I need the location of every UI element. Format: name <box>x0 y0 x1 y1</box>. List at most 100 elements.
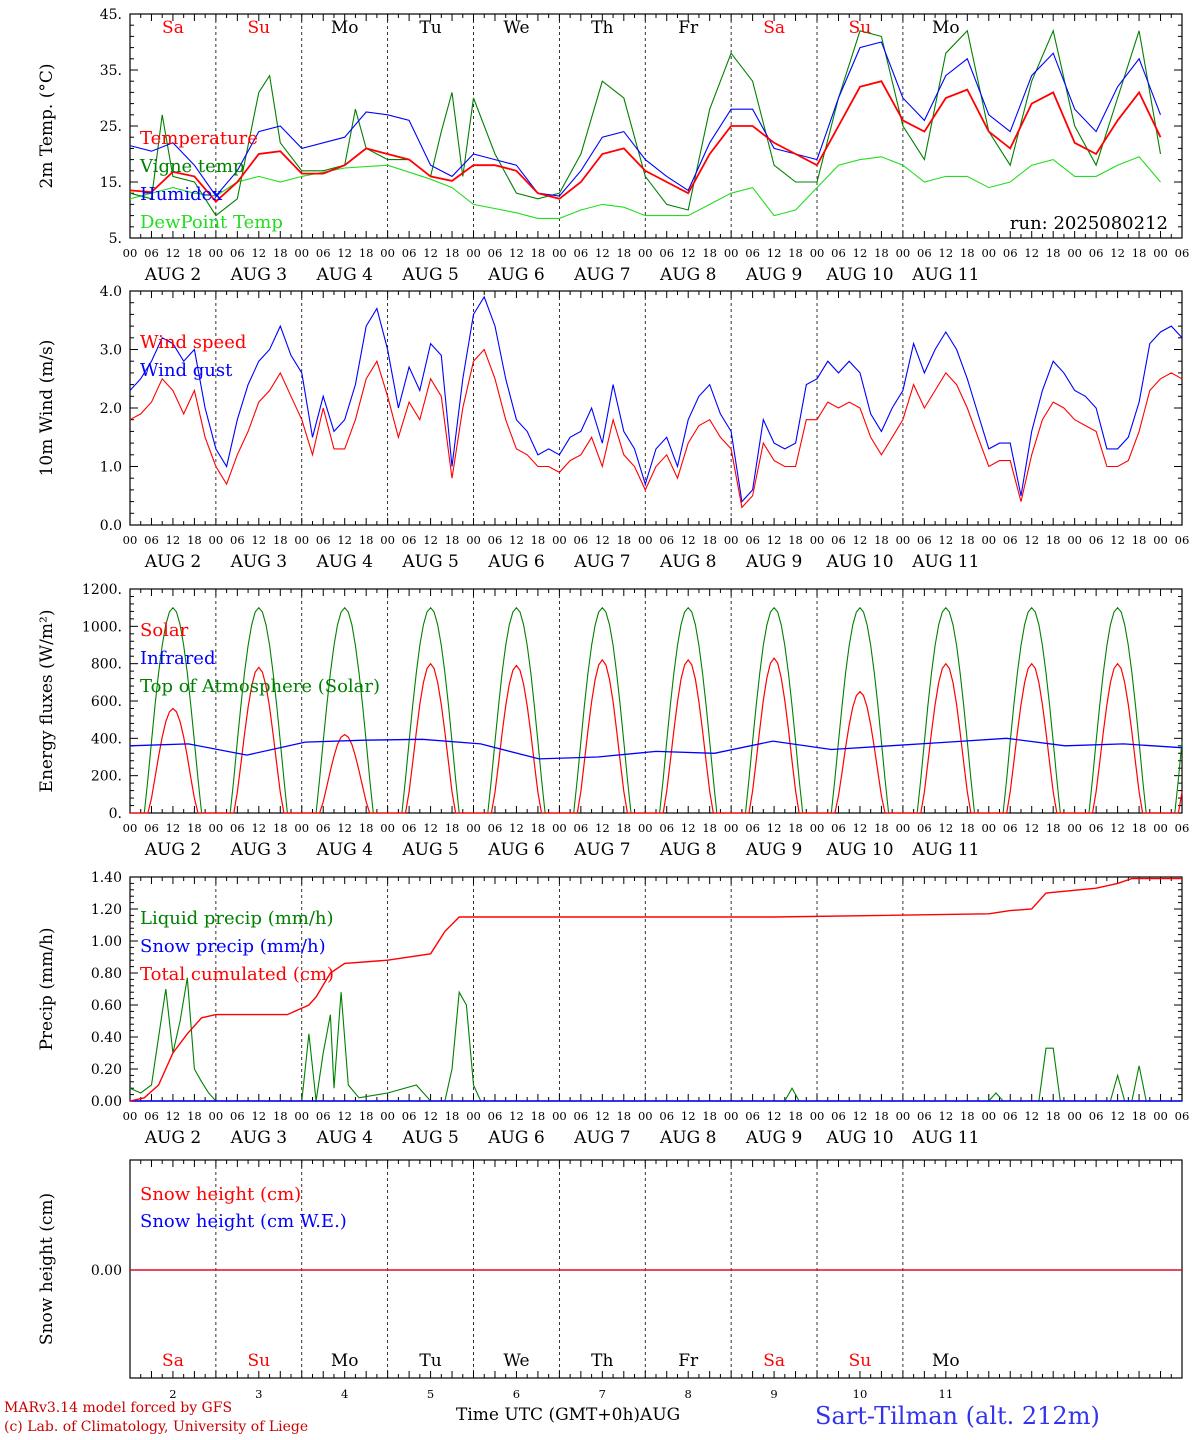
date-label: AUG 3 <box>230 840 287 860</box>
day-number-label: 2 <box>169 1387 176 1401</box>
panel-frame <box>129 13 1183 239</box>
hour-label: 00 <box>209 246 224 260</box>
date-label: AUG 7 <box>573 552 630 572</box>
hour-label: 18 <box>960 246 975 260</box>
series-total-cumulated <box>129 877 1182 1102</box>
hour-label: 06 <box>745 246 760 260</box>
legend-wind-gust: Wind gust <box>140 360 233 381</box>
legend-solar: Solar <box>140 620 189 641</box>
weekday-label: Mo <box>331 1351 359 1371</box>
hour-label: 12 <box>1110 1109 1125 1123</box>
series-liquid-precip <box>129 977 1147 1102</box>
date-label: AUG 11 <box>911 1128 979 1148</box>
x-axis-title-text: Time UTC (GMT+0h) <box>456 1405 641 1425</box>
panel-temperature: 2m Temp. (°C) 5. 15. 25. 35. 45. Temperature Vi… <box>37 7 1183 247</box>
hour-label: 12 <box>595 533 610 547</box>
date-label: AUG 7 <box>573 265 630 285</box>
hour-label: 18 <box>874 246 889 260</box>
legend-wind-speed: Wind speed <box>140 332 246 353</box>
hour-label: 06 <box>144 533 159 547</box>
y-tick-label: 0.80 <box>91 966 122 982</box>
date-label: AUG 9 <box>745 1128 802 1148</box>
hour-label: 18 <box>1132 1109 1147 1123</box>
hour-label: 18 <box>788 533 803 547</box>
hour-label: 06 <box>917 246 932 260</box>
date-label: AUG 6 <box>487 265 544 285</box>
hour-label: 00 <box>380 821 395 835</box>
hour-label: 06 <box>230 533 245 547</box>
hour-label: 00 <box>724 533 739 547</box>
date-label: AUG 5 <box>401 552 458 572</box>
weekday-label: Tu <box>419 18 441 38</box>
hour-label: 06 <box>1175 246 1190 260</box>
hour-label: 18 <box>616 1109 631 1123</box>
hour-label: 00 <box>1067 821 1082 835</box>
y-tick-label: 0. <box>109 806 122 822</box>
hour-label: 06 <box>1175 533 1190 547</box>
hour-label: 06 <box>917 1109 932 1123</box>
hour-label: 06 <box>402 533 417 547</box>
hour-label: 12 <box>595 1109 610 1123</box>
hour-label: 18 <box>1046 821 1061 835</box>
hour-label: 18 <box>1132 533 1147 547</box>
y-tick-label: 35. <box>100 63 122 79</box>
hour-label: 06 <box>917 821 932 835</box>
hour-label: 06 <box>230 246 245 260</box>
date-label: AUG 11 <box>911 265 979 285</box>
hour-label: 00 <box>981 1109 996 1123</box>
hour-label: 12 <box>509 533 524 547</box>
hour-label: 18 <box>702 1109 717 1123</box>
hour-label: 12 <box>337 246 352 260</box>
hour-label: 06 <box>316 821 331 835</box>
day-number-label: 7 <box>599 1387 606 1401</box>
y-tick-label: 400. <box>91 731 122 747</box>
hour-label: 06 <box>1089 821 1104 835</box>
date-label: AUG 8 <box>659 840 716 860</box>
hour-label: 06 <box>1089 1109 1104 1123</box>
x-axis-month: AUG <box>640 1405 681 1425</box>
hour-label: 06 <box>316 533 331 547</box>
weekday-label: Mo <box>932 18 960 38</box>
hour-label: 06 <box>659 246 674 260</box>
series-wind-speed <box>129 348 1183 509</box>
hour-label: 00 <box>810 821 825 835</box>
hour-label: 18 <box>874 533 889 547</box>
hour-label: 00 <box>294 821 309 835</box>
hour-label: 18 <box>445 821 460 835</box>
weekday-label: Th <box>591 1351 613 1371</box>
hour-label: 00 <box>981 821 996 835</box>
date-label: AUG 10 <box>825 1128 893 1148</box>
hour-label: 18 <box>359 246 374 260</box>
x-axis-title: Time UTC (GMT+0h)AUG <box>456 1405 680 1425</box>
date-label: AUG 9 <box>745 265 802 285</box>
hour-label: 06 <box>402 246 417 260</box>
legend-total-cumulated-cm: Total cumulated (cm) <box>140 964 334 985</box>
weekday-label: Su <box>248 1351 271 1371</box>
hour-label: 12 <box>1110 246 1125 260</box>
date-label: AUG 3 <box>230 1128 287 1148</box>
hour-label: 06 <box>745 821 760 835</box>
hour-label: 06 <box>659 821 674 835</box>
hour-label: 12 <box>423 821 438 835</box>
hour-label: 06 <box>574 821 589 835</box>
hour-label: 06 <box>230 821 245 835</box>
hour-label: 00 <box>896 1109 911 1123</box>
hour-label: 00 <box>1067 1109 1082 1123</box>
series-humidex <box>129 41 1162 197</box>
hour-label: 12 <box>251 1109 266 1123</box>
copyright-credit: (c) Lab. of Climatology, University of L… <box>4 1419 309 1435</box>
hour-label: 00 <box>1067 246 1082 260</box>
date-label: AUG 2 <box>144 265 201 285</box>
hour-label: 18 <box>1132 246 1147 260</box>
hour-label: 00 <box>638 246 653 260</box>
date-label: AUG 9 <box>745 552 802 572</box>
y-tick-label: 0.60 <box>91 998 122 1014</box>
hour-label: 12 <box>509 246 524 260</box>
legend-dewpoint-temp: DewPoint Temp <box>140 212 283 233</box>
day-number-label: 5 <box>427 1387 434 1401</box>
hour-label: 00 <box>294 246 309 260</box>
hour-label: 12 <box>509 1109 524 1123</box>
day-number-label: 8 <box>685 1387 692 1401</box>
y-tick-label: 3.0 <box>100 343 122 359</box>
